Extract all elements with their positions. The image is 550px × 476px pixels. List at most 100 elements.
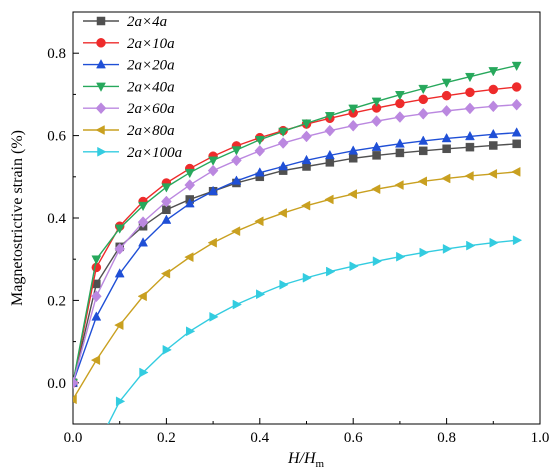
data-point: [232, 299, 242, 310]
series-3: [73, 127, 522, 387]
x-tick-label: 0.8: [437, 430, 456, 446]
data-point: [394, 180, 404, 190]
data-point: [184, 252, 194, 263]
data-point: [464, 171, 474, 181]
legend-marker: [96, 82, 106, 92]
legend-label: 2a×40a: [127, 79, 175, 95]
data-point: [302, 272, 313, 283]
data-point: [256, 289, 266, 300]
legend-label: 2a×4a: [127, 14, 167, 30]
data-point: [325, 158, 335, 167]
data-point: [138, 201, 148, 212]
data-point: [231, 146, 242, 156]
data-point: [91, 311, 102, 321]
data-point: [324, 194, 334, 205]
data-point: [326, 266, 336, 277]
data-point: [301, 119, 312, 129]
data-point: [73, 394, 77, 405]
legend-marker: [97, 146, 107, 157]
data-point: [441, 173, 451, 184]
data-point: [466, 240, 476, 251]
legend-label: 2a×60a: [127, 101, 175, 117]
data-point: [442, 243, 453, 254]
x-tick-label: 0.2: [157, 430, 176, 446]
legend-label: 2a×80a: [127, 123, 175, 139]
data-point: [138, 237, 148, 247]
data-point: [254, 135, 265, 146]
data-point: [394, 111, 406, 123]
data-point: [396, 251, 406, 262]
x-axis-title-subscript: m: [316, 458, 325, 470]
data-point: [184, 198, 195, 208]
data-point: [418, 135, 429, 145]
data-point: [488, 128, 499, 139]
legend-entry: 2a×10a: [83, 36, 175, 52]
series-5: [73, 98, 522, 389]
data-point: [348, 145, 359, 155]
data-point: [161, 195, 172, 208]
data-point: [137, 216, 149, 228]
data-point: [209, 311, 219, 322]
legend-entry: 2a×60a: [83, 101, 175, 117]
data-point: [487, 169, 498, 179]
data-point: [348, 154, 358, 163]
legend-label: 2a×100a: [127, 145, 182, 161]
data-point: [419, 247, 429, 258]
legend-entry: 2a×100a: [83, 145, 182, 161]
x-tick-label: 1.0: [531, 430, 550, 446]
data-point: [184, 179, 196, 191]
data-point: [417, 107, 429, 120]
data-point: [114, 224, 125, 234]
data-point: [511, 61, 522, 72]
legend-entry: 2a×40a: [83, 79, 175, 95]
series-6: [73, 166, 521, 405]
data-point: [441, 132, 452, 143]
data-point: [231, 175, 242, 185]
data-point: [114, 243, 126, 255]
data-point: [184, 168, 195, 179]
data-point: [277, 208, 287, 218]
data-point: [441, 78, 452, 88]
data-point: [512, 235, 523, 246]
legend-marker: [96, 59, 106, 69]
data-point: [465, 130, 475, 141]
data-point: [511, 127, 522, 137]
data-point: [300, 200, 311, 211]
data-point: [465, 72, 475, 83]
data-point: [418, 84, 429, 95]
data-point: [487, 100, 499, 113]
data-point: [371, 97, 382, 107]
data-point: [441, 90, 452, 101]
data-point: [231, 154, 242, 167]
series-line: [73, 132, 517, 384]
data-point: [371, 141, 382, 151]
data-point: [418, 94, 428, 105]
data-point: [372, 151, 381, 160]
data-point: [208, 185, 219, 195]
data-point: [277, 137, 289, 149]
legend-entry: 2a×20a: [83, 58, 175, 74]
data-point: [442, 144, 451, 154]
data-point: [90, 355, 101, 366]
data-point: [278, 160, 289, 171]
data-point: [186, 326, 196, 337]
legend-label: 2a×20a: [127, 58, 175, 74]
x-tick-label: 0.0: [64, 430, 83, 446]
legend-marker: [96, 38, 106, 48]
data-point: [73, 376, 79, 389]
data-point: [139, 367, 149, 378]
data-point: [279, 279, 289, 290]
data-point: [465, 142, 475, 152]
y-tick-label: 0.4: [47, 211, 66, 227]
data-point: [511, 166, 521, 177]
x-axis-title: H/Hm: [287, 450, 325, 470]
data-point: [349, 261, 359, 272]
data-point: [230, 226, 241, 237]
series-layer: [73, 61, 523, 424]
data-point: [115, 396, 126, 407]
data-point: [419, 146, 428, 156]
data-point: [91, 290, 102, 303]
data-point: [394, 91, 405, 101]
series-line: [107, 239, 517, 424]
